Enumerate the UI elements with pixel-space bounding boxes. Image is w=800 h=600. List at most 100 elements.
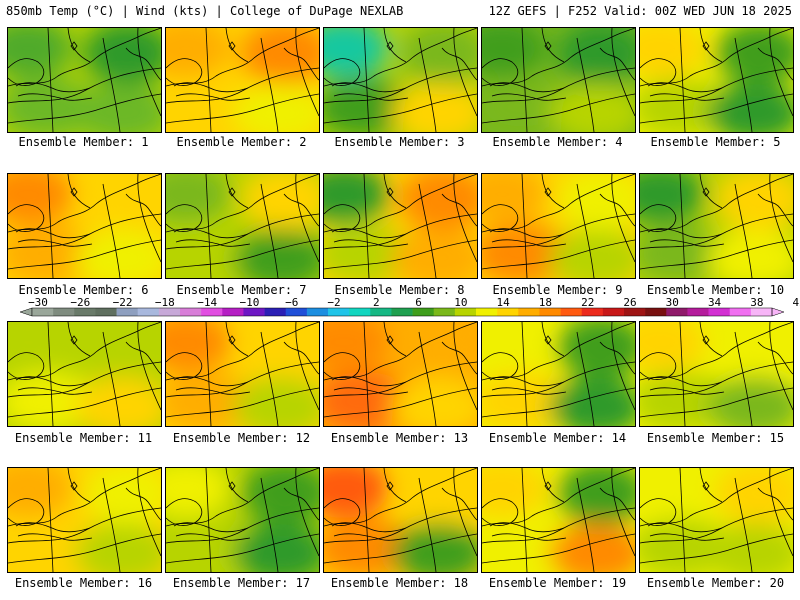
temperature-blob [8,28,73,78]
ensemble-member-label: Ensemble Member: 2 [176,135,307,149]
colorbar-segment [243,308,265,316]
map-boundary-line [640,507,793,544]
map-boundary-line [175,93,251,101]
temperature-blob [324,468,389,518]
map-boundary-line [173,82,249,93]
ensemble-member-map [7,27,162,133]
location-marker-icon [386,335,394,345]
map-boundary-line [205,174,212,278]
temperature-field [166,322,319,426]
map-boundary-line [333,533,409,541]
map-boundary-line [647,522,723,533]
colorbar-segment [222,308,244,316]
ensemble-member-map [639,467,794,573]
map-boundary-line [679,28,686,132]
ensemble-member-label: Ensemble Member: 18 [330,576,469,590]
map-boundary-line [205,468,212,572]
temperature-blob [707,83,793,132]
ensemble-member-label: Ensemble Member: 9 [492,283,623,297]
map-boundary-line [599,487,635,521]
temperature-blob [166,28,231,78]
map-boundary-line [679,174,686,278]
map-boundary-line [166,468,319,527]
ensemble-member-map [323,173,478,279]
colorbar-segment [497,308,519,316]
map-boundary-line [640,322,793,381]
location-marker-icon [544,187,552,197]
map-boundary-line [295,174,319,263]
map-boundary-line [173,522,249,533]
temperature-field [8,28,161,132]
colorbar-tick-label: 26 [623,296,637,309]
map-boundary-line [15,376,91,387]
map-boundary-line [8,28,161,87]
map-boundary-line [324,213,477,250]
map-boundary-line [175,387,251,395]
map-boundary-line [8,239,161,270]
map-boundary-line [491,239,567,247]
map-boundary-line [331,228,407,239]
ensemble-member-map [323,321,478,427]
temperature-field [324,28,477,132]
colorbar-segment [74,308,96,316]
map-boundary-line [137,174,161,263]
colorbar-tick-label: −10 [239,296,260,309]
ensemble-member-label: Ensemble Member: 3 [334,135,465,149]
colorbar-segment [264,308,287,316]
map-boundary-line [611,468,635,557]
map-boundary-line [102,331,121,426]
colorbar-segment [328,308,350,316]
map-boundary-line [125,193,161,227]
map-boundary-line [175,239,251,247]
colorbar-tick-label: 18 [538,296,553,309]
map-boundary-line [640,533,793,564]
location-marker-icon [544,41,552,51]
colorbar-segment [750,308,773,316]
temperature-blob [707,523,793,572]
map-boundary-line [734,37,753,132]
map-boundary-line [260,183,279,278]
map-boundary-line [324,468,477,527]
map-boundary-line [489,82,565,93]
ensemble-member-label: Ensemble Member: 12 [172,431,311,445]
colorbar-segment [645,308,667,316]
map-boundary-line [699,174,723,209]
temperature-blob [640,468,705,518]
ensemble-member-label: Ensemble Member: 17 [172,576,311,590]
colorbar-tick-label: −18 [154,296,175,309]
location-marker-icon [702,187,710,197]
ensemble-member-map [165,173,320,279]
ensemble-member-map [481,27,636,133]
map-boundary-line [640,213,793,250]
map-boundary-line [166,507,319,544]
map-boundary-line [576,183,595,278]
colorbar-segment [412,308,435,316]
location-marker-icon [228,187,236,197]
map-boundary-line [166,387,319,418]
map-boundary-line [769,468,793,557]
temperature-field [324,322,477,426]
ensemble-member-label: Ensemble Member: 19 [488,576,627,590]
temperature-blob [549,523,635,572]
temperature-blob [391,377,477,426]
map-boundary-line [482,93,635,124]
location-marker-icon [228,335,236,345]
map-boundary-line [482,387,635,418]
colorbar-segment [349,308,371,316]
map-boundary-line [333,93,409,101]
map-boundary-line [331,522,407,533]
map-boundary-line [383,322,407,357]
temperature-blob [166,468,231,518]
map-boundary-line [611,174,635,263]
map-boundary-line [8,67,161,104]
colorbar-tick-label: 22 [581,296,595,309]
map-boundary-line [541,174,565,209]
colorbar-segment [370,308,392,316]
map-boundary-line [283,487,319,521]
map-boundary-line [576,37,595,132]
colorbar-outline [31,307,773,317]
location-marker-icon [70,41,78,51]
map-boundary-line [324,239,477,270]
map-boundary-line [418,331,437,426]
colorbar-segment [687,308,709,316]
